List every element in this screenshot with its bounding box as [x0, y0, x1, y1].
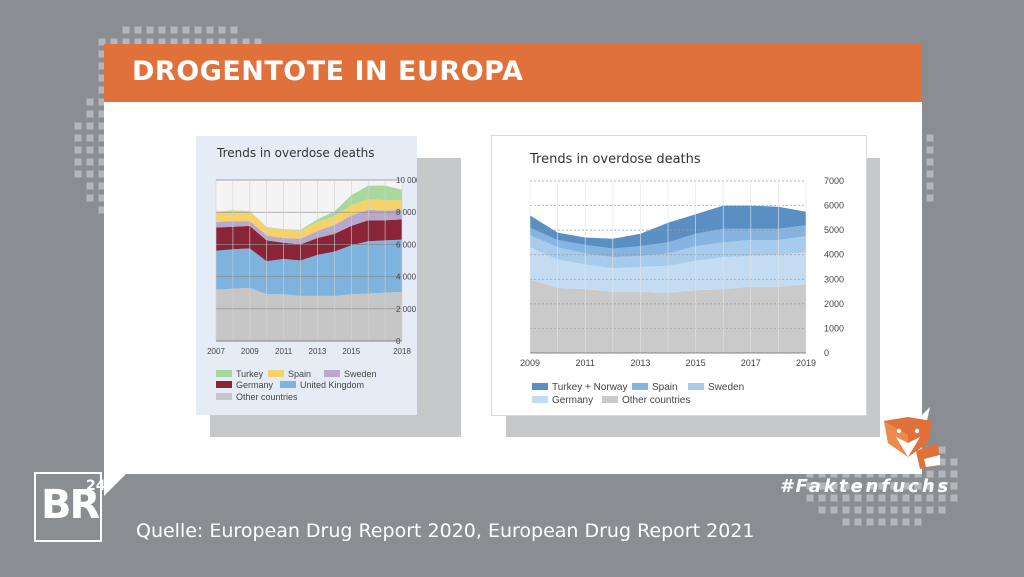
legend-swatch: [532, 383, 548, 390]
y-tick-label: 4000: [824, 250, 844, 260]
y-tick-label: 3000: [824, 274, 844, 284]
right-overdose-chart: Trends in overdose deaths 0 1000 2000 3000 40…: [520, 152, 844, 406]
x-tick-label: 2017: [741, 358, 761, 368]
x-tick-label: 2015: [686, 358, 706, 368]
y-tick-label: 0: [396, 337, 401, 346]
left-chart-card: Trends in overdose deaths 0 2 000 4 000 6 00…: [196, 136, 417, 415]
y-tick-label: 10 000: [396, 176, 417, 185]
area-turkey: [216, 185, 402, 231]
x-tick-label: 2013: [309, 347, 327, 356]
chart-title: Trends in overdose deaths: [216, 146, 375, 160]
area-germany: [216, 219, 402, 262]
legend-entry: Other countries: [236, 392, 298, 402]
legend-swatch: [688, 383, 704, 390]
right-chart-card: Trends in overdose deaths 0 1000 2000 3000 40…: [492, 136, 866, 415]
legend-entry: Turkey: [236, 369, 264, 379]
x-tick-label: 2018: [393, 347, 411, 356]
x-tick-label: 2011: [275, 347, 293, 356]
y-tick-label: 2000: [824, 299, 844, 309]
area-united-kingdom: [216, 239, 402, 296]
x-tick-label: 2009: [241, 347, 259, 356]
y-tick-label: 6 000: [396, 240, 417, 249]
legend-entry: Sweden: [344, 369, 377, 379]
legend-swatch: [216, 381, 232, 388]
y-tick-label: 0: [824, 348, 829, 358]
chart-title: Trends in overdose deaths: [529, 152, 701, 167]
legend-entry: Other countries: [622, 395, 690, 406]
area-spain: [216, 199, 402, 239]
x-tick-label: 2019: [796, 358, 816, 368]
legend-swatch: [602, 396, 618, 403]
y-tick-label: 7000: [824, 176, 844, 186]
page-title: DROGENTOTE IN EUROPA: [132, 56, 524, 87]
legend-swatch: [324, 370, 340, 377]
hashtag-faktenfuchs: #Faktenfuchs: [780, 476, 952, 497]
y-tick-label: 5000: [824, 225, 844, 235]
area-sweden: [216, 209, 402, 245]
legend-swatch: [216, 393, 232, 400]
br24-logo-icon: BR 24: [34, 472, 106, 542]
area-other-countries: [216, 287, 402, 341]
legend-entry: Germany: [552, 395, 593, 406]
y-tick-label: 4 000: [396, 273, 417, 282]
legend-swatch: [268, 370, 284, 377]
x-tick-label: 2015: [342, 347, 360, 356]
legend-swatch: [280, 381, 296, 388]
x-tick-label: 2009: [520, 358, 540, 368]
left-overdose-chart: Trends in overdose deaths 0 2 000 4 000 6 00…: [207, 146, 417, 402]
legend-swatch: [532, 396, 548, 403]
logo-sup-text: 24: [86, 478, 106, 494]
y-tick-label: 2 000: [396, 305, 417, 314]
legend-entry: Germany: [236, 380, 274, 390]
legend-entry: United Kingdom: [300, 380, 364, 390]
area-sweden: [530, 235, 806, 269]
content-panel-notch: [104, 474, 126, 496]
y-tick-label: 8 000: [396, 208, 417, 217]
logo-main-text: BR: [41, 482, 100, 528]
legend-swatch: [632, 383, 648, 390]
x-tick-label: 2011: [576, 358, 595, 368]
area-spain: [530, 225, 806, 258]
legend-entry: Sweden: [708, 382, 744, 393]
legend-swatch: [216, 370, 232, 377]
fox-icon: [884, 407, 940, 469]
y-tick-label: 6000: [824, 201, 844, 211]
title-bar: DROGENTOTE IN EUROPA: [104, 44, 922, 102]
source-caption: Quelle: European Drug Report 2020, Europ…: [136, 520, 755, 542]
legend-entry: Spain: [652, 382, 678, 393]
x-tick-label: 2013: [630, 358, 650, 368]
legend-entry: Spain: [288, 369, 311, 379]
y-tick-label: 1000: [824, 323, 844, 333]
legend-entry: Turkey + Norway: [552, 382, 627, 393]
x-tick-label: 2007: [207, 347, 225, 356]
